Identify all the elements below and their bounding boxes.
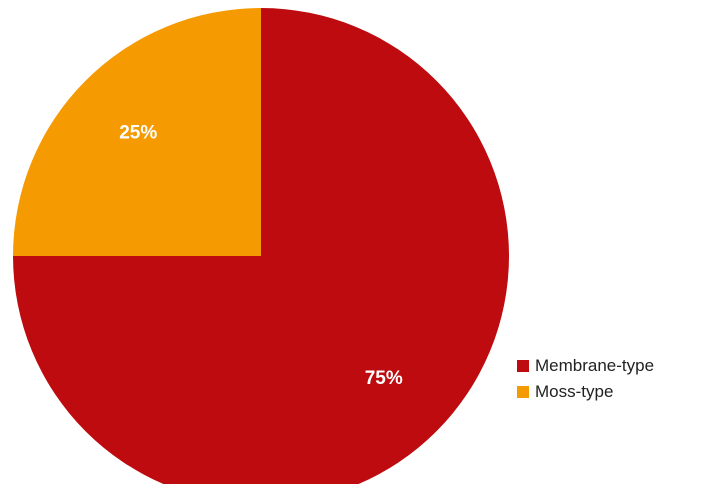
pie-slices xyxy=(13,8,509,484)
legend-swatch-moss-type xyxy=(517,386,529,398)
legend-item-moss-type: Moss-type xyxy=(517,379,654,405)
legend-item-membrane-type: Membrane-type xyxy=(517,353,654,379)
pie-label-moss-type: 25% xyxy=(119,122,157,143)
pie-labels: 75% 25% xyxy=(119,122,403,389)
legend-swatch-membrane-type xyxy=(517,360,529,372)
pie-label-membrane-type: 75% xyxy=(365,368,403,389)
legend: Membrane-type Moss-type xyxy=(517,353,654,405)
legend-label-membrane-type: Membrane-type xyxy=(535,356,655,375)
legend-label-moss-type: Moss-type xyxy=(535,382,614,401)
pie-slice-moss-type xyxy=(13,8,261,256)
